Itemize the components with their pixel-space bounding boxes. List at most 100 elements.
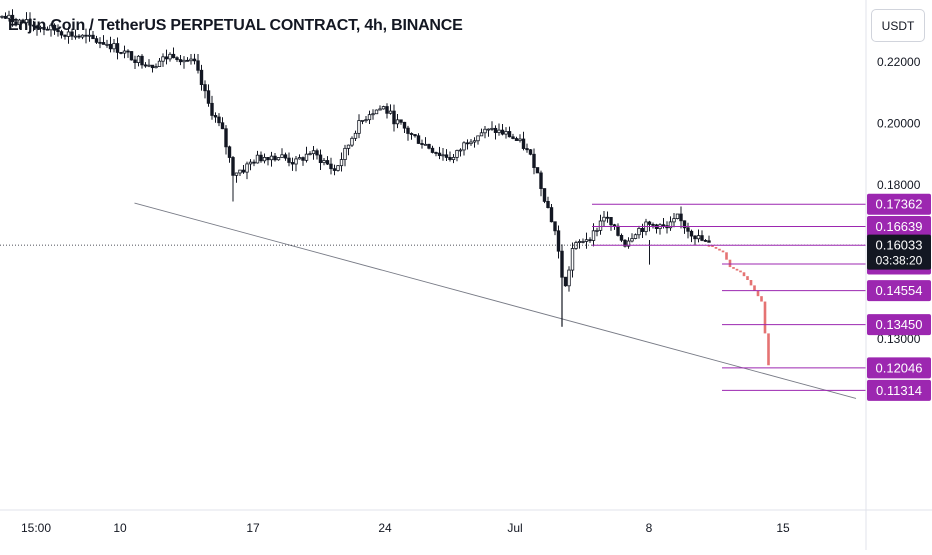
candle-down (525, 148, 529, 151)
candle-up (567, 269, 571, 287)
candle-down (399, 119, 403, 123)
candle-down (119, 52, 123, 54)
candle-down (217, 116, 221, 124)
candle-down (108, 43, 113, 50)
projection-candle (749, 280, 753, 286)
candle-up (297, 157, 302, 160)
candle-up (423, 143, 428, 146)
candle-down (413, 134, 417, 137)
candle-up (626, 240, 631, 247)
candle-up (182, 59, 186, 63)
candle-down (206, 90, 211, 104)
candle-up (322, 160, 326, 164)
candle-up (367, 114, 372, 121)
candle-up (147, 64, 151, 67)
candle-down (252, 161, 256, 164)
candle-up (245, 163, 249, 173)
candle-up (490, 127, 494, 130)
candle-down (661, 224, 666, 227)
candle-down (91, 34, 95, 40)
x-tick-label: 17 (246, 521, 260, 535)
candle-up (381, 106, 386, 110)
candle-up (584, 239, 589, 242)
x-tick-label: 15:00 (21, 521, 51, 535)
candle-up (462, 142, 466, 151)
y-tick-label: 0.20000 (877, 117, 921, 131)
candle-up (395, 119, 400, 125)
candle-up (17, 19, 22, 26)
candle-up (304, 153, 309, 161)
candle-down (605, 216, 610, 219)
candle-down (273, 155, 277, 161)
candle-down (500, 129, 505, 135)
price-labels: 0.173620.166390.160300.154210.145540.134… (867, 193, 931, 401)
candle-up (486, 128, 491, 131)
candle-up (633, 234, 638, 239)
candle-down (210, 102, 214, 116)
candle-down (409, 133, 414, 135)
candle-down (528, 149, 533, 155)
candle-up (157, 60, 162, 68)
candle-down (14, 21, 18, 26)
candle-up (378, 108, 382, 111)
candle-down (45, 28, 50, 31)
projection-candle (767, 333, 770, 366)
y-tick-label: 0.13000 (877, 332, 921, 346)
candle-down (542, 188, 547, 202)
candle-down (140, 55, 144, 66)
candle-down (619, 235, 624, 241)
projection-candles (707, 245, 770, 366)
candle-up (311, 150, 316, 155)
candle-down (133, 59, 137, 63)
candle-up (451, 156, 456, 160)
candle-down (220, 122, 225, 130)
candle-up (675, 213, 680, 219)
level-label-bg (867, 357, 931, 379)
candle-down (266, 157, 270, 161)
candle-down (392, 110, 396, 125)
candle-up (350, 137, 354, 146)
candle-up (476, 135, 480, 142)
projection-candle (714, 246, 718, 249)
candle-down (493, 127, 498, 133)
candle-up (66, 31, 71, 37)
candle-down (42, 26, 46, 30)
candle-down (143, 64, 148, 67)
candle-down (448, 157, 452, 160)
projection-candle (728, 259, 732, 268)
projection-candle (739, 270, 742, 273)
level-lines (0, 203, 866, 391)
projection-candle (753, 285, 756, 291)
candle-up (581, 241, 585, 243)
candle-up (136, 55, 141, 63)
trendline (134, 202, 857, 399)
candle-up (672, 218, 676, 223)
candle-down (35, 25, 39, 29)
candle-down (563, 276, 568, 287)
candle-down (553, 221, 557, 232)
candle-up (105, 43, 109, 46)
candle-up (234, 172, 239, 176)
candle-up (276, 157, 281, 161)
x-tick-label: 15 (776, 521, 790, 535)
candle-up (87, 34, 92, 37)
x-tick-label: 8 (646, 521, 653, 535)
currency-button[interactable]: USDT (871, 9, 925, 42)
candle-down (3, 15, 8, 19)
candle-up (161, 56, 165, 62)
candle-down (416, 135, 421, 144)
candle-down (224, 128, 228, 148)
candle-up (637, 227, 641, 236)
candle-up (154, 66, 158, 69)
candle-down (686, 227, 690, 232)
candle-down (689, 230, 694, 237)
level-label-bg (867, 280, 931, 302)
candle-up (598, 220, 603, 231)
candle-up (518, 138, 522, 141)
candle-down (623, 239, 627, 247)
candle-down (616, 225, 620, 236)
candle-down (213, 115, 218, 118)
